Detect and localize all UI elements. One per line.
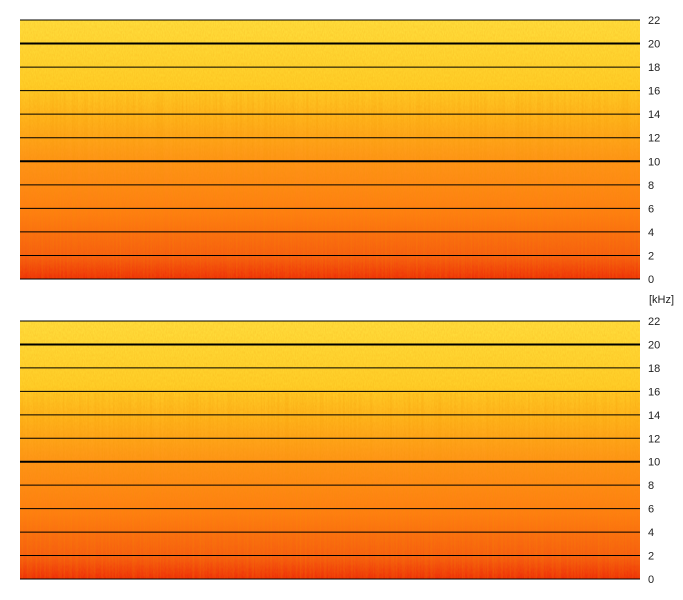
unit-label: [kHz]	[649, 294, 674, 306]
y-tick-label: 14	[648, 410, 660, 422]
y-tick-label: 6	[648, 203, 654, 215]
y-tick-label: 14	[648, 109, 660, 121]
y-tick-label: 4	[648, 227, 654, 239]
y-tick-label: 6	[648, 504, 654, 516]
y-tick-label: 0	[648, 274, 654, 286]
y-tick-label: 4	[648, 527, 654, 539]
y-tick-label: 18	[648, 363, 660, 375]
y-tick-label: 16	[648, 386, 660, 398]
y-tick-label: 10	[648, 156, 660, 168]
spectrogram-lower: 0 2 4 6 8 10 12 14 16 18 20 22	[20, 316, 660, 586]
y-tick-label: 20	[648, 339, 660, 351]
spectrogram-upper: 0 2 4 6 8 10 12 14 16 18 20 22	[20, 15, 660, 286]
y-tick-label: 22	[648, 15, 660, 27]
y-tick-label: 8	[648, 480, 654, 492]
y-tick-label: 18	[648, 62, 660, 74]
y-tick-label: 22	[648, 316, 660, 328]
y-tick-label: 2	[648, 551, 654, 563]
y-tick-label: 2	[648, 250, 654, 262]
spectrogram-grain	[20, 20, 640, 279]
spectrogram-grain	[20, 321, 640, 579]
y-tick-label: 10	[648, 457, 660, 469]
y-tick-label: 12	[648, 133, 660, 145]
y-tick-label: 0	[648, 574, 654, 586]
y-tick-label: 16	[648, 86, 660, 98]
y-tick-label: 12	[648, 433, 660, 445]
y-tick-label: 8	[648, 180, 654, 192]
y-tick-label: 20	[648, 39, 660, 51]
